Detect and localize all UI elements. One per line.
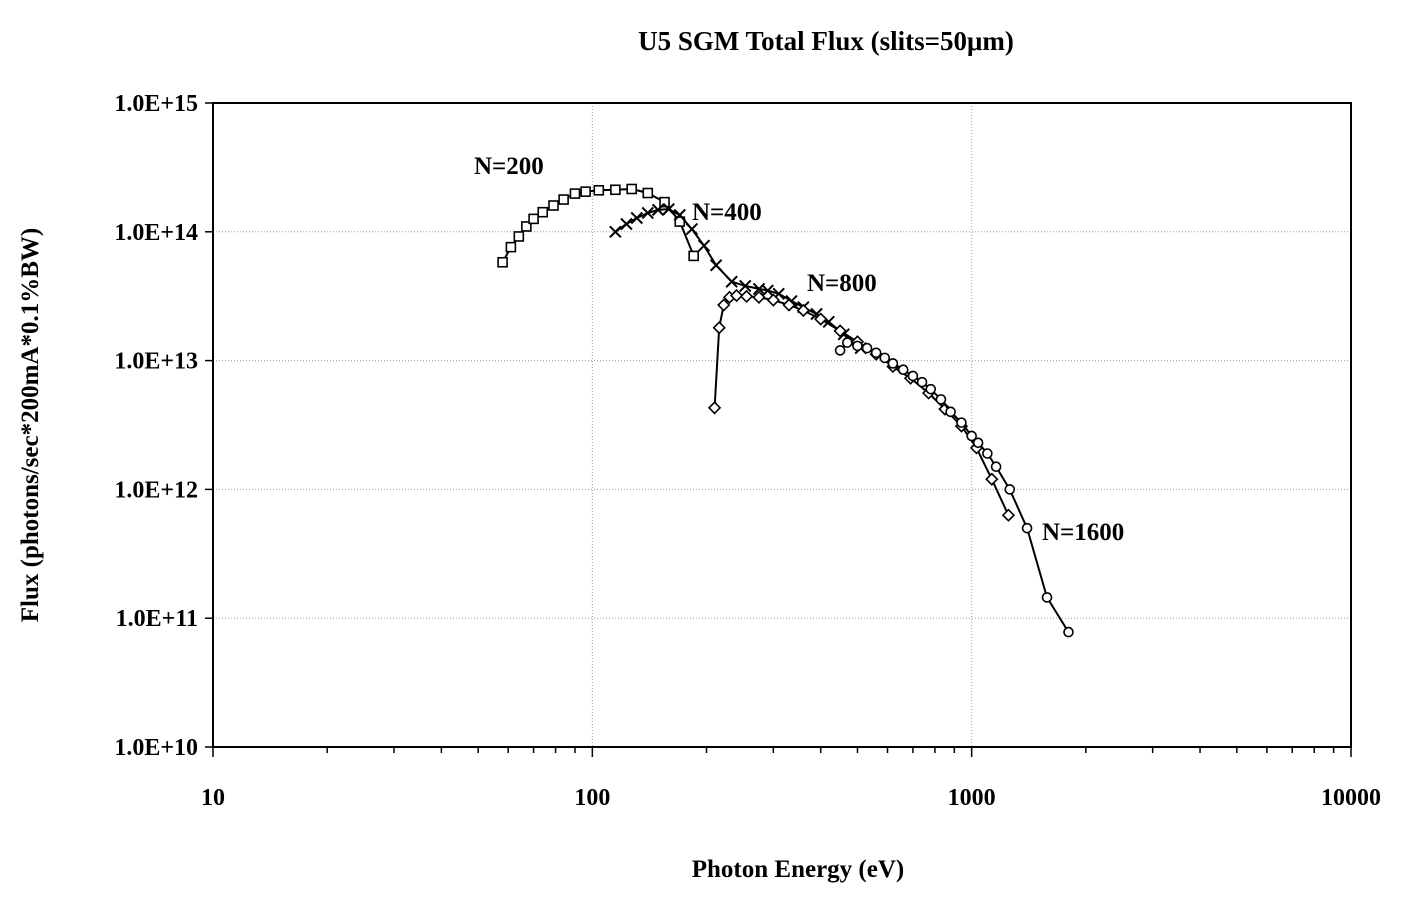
x-tick-label: 1000 xyxy=(948,785,996,811)
data-point-n400 xyxy=(673,208,686,222)
data-point-n200 xyxy=(593,184,605,196)
data-point-n200 xyxy=(548,200,559,211)
data-point-n1600 xyxy=(990,461,1002,473)
x-axis-title: Photon Energy (eV) xyxy=(692,856,904,883)
y-tick-label: 1.0E+15 xyxy=(114,91,198,117)
data-point-n400 xyxy=(609,225,622,239)
data-point-n1600 xyxy=(834,345,846,356)
series-line-n1600 xyxy=(839,341,1070,633)
data-point-n400 xyxy=(739,279,752,293)
data-point-n1600 xyxy=(887,358,899,369)
data-point-n800 xyxy=(752,290,766,304)
series-line-n800 xyxy=(713,294,1010,516)
data-point-n200 xyxy=(558,194,569,205)
data-point-n800 xyxy=(833,324,847,338)
data-point-n1600 xyxy=(982,448,993,459)
data-point-n1600 xyxy=(966,430,977,442)
data-point-n800 xyxy=(707,401,722,415)
series-n800 xyxy=(707,288,1016,522)
data-point-n1600 xyxy=(925,383,937,395)
x-tick-label: 100 xyxy=(574,785,610,811)
series-n400 xyxy=(609,202,867,355)
data-point-n1600 xyxy=(897,364,909,375)
data-point-n200 xyxy=(528,213,539,225)
plot-frame xyxy=(212,102,1352,748)
data-point-n400 xyxy=(651,203,665,217)
data-point-n200 xyxy=(610,184,621,196)
data-point-n400 xyxy=(761,284,774,297)
data-point-n200 xyxy=(659,196,670,208)
data-point-n1600 xyxy=(879,352,891,364)
data-point-n400 xyxy=(685,222,699,236)
data-point-n800 xyxy=(739,289,754,304)
data-point-n1600 xyxy=(852,340,863,352)
series-group xyxy=(497,183,1074,638)
y-axis-title: Flux (photons/sec*200mA*0.1%BW) xyxy=(17,228,44,622)
data-point-n1600 xyxy=(972,437,984,449)
data-point-n400 xyxy=(709,259,723,272)
y-tick-label: 1.0E+13 xyxy=(114,349,198,375)
label-n1600: N=1600 xyxy=(1042,519,1124,546)
data-point-n200 xyxy=(688,250,699,262)
data-point-n800 xyxy=(717,298,731,312)
data-point-n1600 xyxy=(1004,484,1016,495)
data-point-n800 xyxy=(712,321,726,335)
data-point-n1600 xyxy=(870,347,882,359)
data-point-n800 xyxy=(1001,508,1016,522)
data-point-n800 xyxy=(985,472,999,486)
chart-title: U5 SGM Total Flux (slits=50μm) xyxy=(638,26,1014,56)
x-tick-label: 10000 xyxy=(1321,785,1381,811)
data-point-n1600 xyxy=(1021,522,1033,534)
data-point-n400 xyxy=(620,217,633,231)
data-point-n400 xyxy=(630,211,644,225)
data-point-n1600 xyxy=(916,376,928,388)
label-n200: N=200 xyxy=(474,153,544,180)
data-point-n1600 xyxy=(861,342,873,354)
label-n800: N=800 xyxy=(807,270,877,297)
data-point-n200 xyxy=(505,241,517,253)
y-tick-label: 1.0E+11 xyxy=(116,606,198,632)
data-point-n200 xyxy=(537,206,549,218)
data-point-n200 xyxy=(626,183,638,195)
data-point-n200 xyxy=(580,186,591,197)
data-point-n200 xyxy=(497,256,508,268)
data-point-n1600 xyxy=(1063,626,1074,638)
data-point-n800 xyxy=(766,293,780,307)
axis-ticks: 10 100 1000 10000 1.0E+10 1.0E+11 1.0E+12 1.0E+… xyxy=(114,91,1381,811)
data-point-n1600 xyxy=(935,394,947,405)
data-point-n400 xyxy=(725,275,738,288)
data-point-n200 xyxy=(521,221,532,232)
data-point-n800 xyxy=(729,288,744,303)
data-point-n200 xyxy=(642,187,654,199)
y-tick-label: 1.0E+14 xyxy=(114,220,198,246)
grid-lines xyxy=(213,103,1351,747)
x-tick-label: 10 xyxy=(201,785,225,811)
data-point-n200 xyxy=(513,231,525,242)
data-point-n800 xyxy=(814,312,828,326)
data-point-n200 xyxy=(569,188,581,199)
data-point-n400 xyxy=(697,239,711,252)
data-point-n1600 xyxy=(945,406,956,418)
series-n200 xyxy=(497,183,699,268)
data-point-n1600 xyxy=(1041,592,1053,603)
data-point-n800 xyxy=(782,298,796,312)
series-n1600 xyxy=(834,337,1074,638)
data-point-n1600 xyxy=(907,370,919,382)
series-labels: N=200 N=400 N=800 N=1600 xyxy=(474,153,1124,546)
data-point-n1600 xyxy=(841,337,853,348)
data-point-n800 xyxy=(796,303,810,318)
data-point-n1600 xyxy=(956,417,967,428)
data-point-n400 xyxy=(662,202,675,216)
y-tick-label: 1.0E+12 xyxy=(114,477,198,503)
data-point-n400 xyxy=(641,206,654,220)
y-tick-label: 1.0E+10 xyxy=(114,735,198,761)
label-n400: N=400 xyxy=(692,199,762,226)
